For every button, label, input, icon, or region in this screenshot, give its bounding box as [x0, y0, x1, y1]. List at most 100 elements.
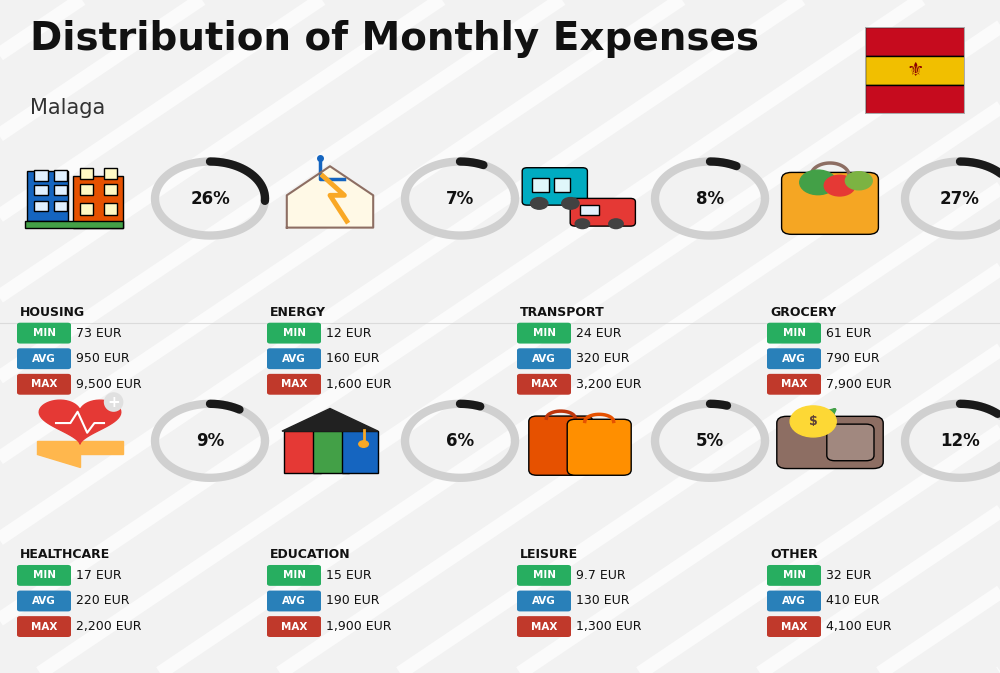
Text: 7,900 EUR: 7,900 EUR [826, 378, 892, 391]
FancyBboxPatch shape [767, 591, 821, 611]
Text: MAX: MAX [531, 622, 557, 631]
Text: 27%: 27% [940, 190, 980, 207]
Text: 9%: 9% [196, 432, 224, 450]
FancyBboxPatch shape [522, 168, 587, 205]
Polygon shape [282, 409, 378, 431]
Text: AVG: AVG [32, 596, 56, 606]
Text: 4,100 EUR: 4,100 EUR [826, 620, 892, 633]
Text: AVG: AVG [782, 596, 806, 606]
FancyBboxPatch shape [104, 168, 117, 179]
Text: EDUCATION: EDUCATION [270, 548, 351, 561]
Circle shape [562, 198, 579, 209]
Text: 17 EUR: 17 EUR [76, 569, 122, 582]
FancyBboxPatch shape [865, 27, 965, 56]
FancyBboxPatch shape [517, 616, 571, 637]
Circle shape [531, 198, 548, 209]
FancyBboxPatch shape [827, 424, 874, 461]
FancyBboxPatch shape [767, 374, 821, 394]
FancyBboxPatch shape [267, 565, 321, 586]
Text: AVG: AVG [282, 596, 306, 606]
FancyBboxPatch shape [517, 349, 571, 369]
FancyBboxPatch shape [532, 178, 549, 192]
FancyBboxPatch shape [767, 616, 821, 637]
Text: MIN: MIN [283, 328, 306, 338]
Text: 12 EUR: 12 EUR [326, 326, 372, 340]
FancyBboxPatch shape [17, 374, 71, 394]
FancyBboxPatch shape [80, 184, 93, 195]
Text: 8%: 8% [696, 190, 724, 207]
Text: MIN: MIN [782, 571, 806, 580]
Polygon shape [39, 400, 121, 444]
Text: MAX: MAX [281, 380, 307, 389]
FancyBboxPatch shape [342, 431, 378, 473]
Text: +: + [107, 394, 120, 410]
Text: AVG: AVG [532, 354, 556, 363]
Text: TRANSPORT: TRANSPORT [520, 306, 605, 319]
Circle shape [800, 170, 836, 194]
FancyBboxPatch shape [304, 426, 356, 433]
FancyBboxPatch shape [17, 565, 71, 586]
Circle shape [824, 175, 855, 196]
FancyBboxPatch shape [80, 203, 93, 215]
Polygon shape [287, 166, 373, 227]
FancyBboxPatch shape [517, 374, 571, 394]
FancyBboxPatch shape [34, 185, 48, 195]
Text: 2,200 EUR: 2,200 EUR [76, 620, 142, 633]
FancyBboxPatch shape [580, 205, 599, 215]
Text: 12%: 12% [940, 432, 980, 450]
FancyBboxPatch shape [17, 616, 71, 637]
Text: MAX: MAX [781, 622, 807, 631]
Text: 1,900 EUR: 1,900 EUR [326, 620, 392, 633]
FancyBboxPatch shape [267, 323, 321, 344]
FancyBboxPatch shape [80, 168, 93, 179]
Circle shape [609, 219, 623, 229]
Polygon shape [37, 441, 123, 466]
FancyBboxPatch shape [27, 171, 68, 221]
Circle shape [575, 219, 590, 229]
Text: AVG: AVG [532, 596, 556, 606]
Text: 220 EUR: 220 EUR [76, 594, 130, 608]
Text: MAX: MAX [31, 622, 57, 631]
Text: 130 EUR: 130 EUR [576, 594, 630, 608]
FancyBboxPatch shape [777, 417, 883, 468]
Text: 9.7 EUR: 9.7 EUR [576, 569, 626, 582]
Text: MIN: MIN [532, 571, 556, 580]
FancyBboxPatch shape [284, 431, 321, 473]
Text: MAX: MAX [281, 622, 307, 631]
Text: GROCERY: GROCERY [770, 306, 836, 319]
FancyBboxPatch shape [529, 416, 593, 475]
FancyBboxPatch shape [54, 201, 67, 211]
Text: 5%: 5% [696, 432, 724, 450]
Text: 7%: 7% [446, 190, 474, 207]
FancyBboxPatch shape [313, 431, 349, 473]
Text: MIN: MIN [782, 328, 806, 338]
FancyBboxPatch shape [34, 201, 48, 211]
FancyBboxPatch shape [104, 203, 117, 215]
FancyBboxPatch shape [267, 374, 321, 394]
FancyBboxPatch shape [73, 176, 123, 227]
Text: $: $ [809, 415, 818, 428]
Text: ⚜: ⚜ [906, 61, 924, 80]
FancyBboxPatch shape [17, 323, 71, 344]
Text: 320 EUR: 320 EUR [576, 352, 630, 365]
Text: 160 EUR: 160 EUR [326, 352, 380, 365]
Text: 61 EUR: 61 EUR [826, 326, 872, 340]
Text: 9,500 EUR: 9,500 EUR [76, 378, 142, 391]
Text: 1,600 EUR: 1,600 EUR [326, 378, 392, 391]
Text: HEALTHCARE: HEALTHCARE [20, 548, 110, 561]
Text: 1,300 EUR: 1,300 EUR [576, 620, 642, 633]
FancyBboxPatch shape [17, 591, 71, 611]
Text: OTHER: OTHER [770, 548, 818, 561]
FancyBboxPatch shape [517, 591, 571, 611]
Text: LEISURE: LEISURE [520, 548, 578, 561]
FancyBboxPatch shape [17, 349, 71, 369]
Text: 15 EUR: 15 EUR [326, 569, 372, 582]
Text: MAX: MAX [781, 380, 807, 389]
Text: AVG: AVG [782, 354, 806, 363]
FancyBboxPatch shape [570, 199, 635, 226]
Circle shape [359, 441, 368, 448]
Text: 190 EUR: 190 EUR [326, 594, 380, 608]
Text: AVG: AVG [32, 354, 56, 363]
FancyBboxPatch shape [517, 323, 571, 344]
Text: AVG: AVG [282, 354, 306, 363]
